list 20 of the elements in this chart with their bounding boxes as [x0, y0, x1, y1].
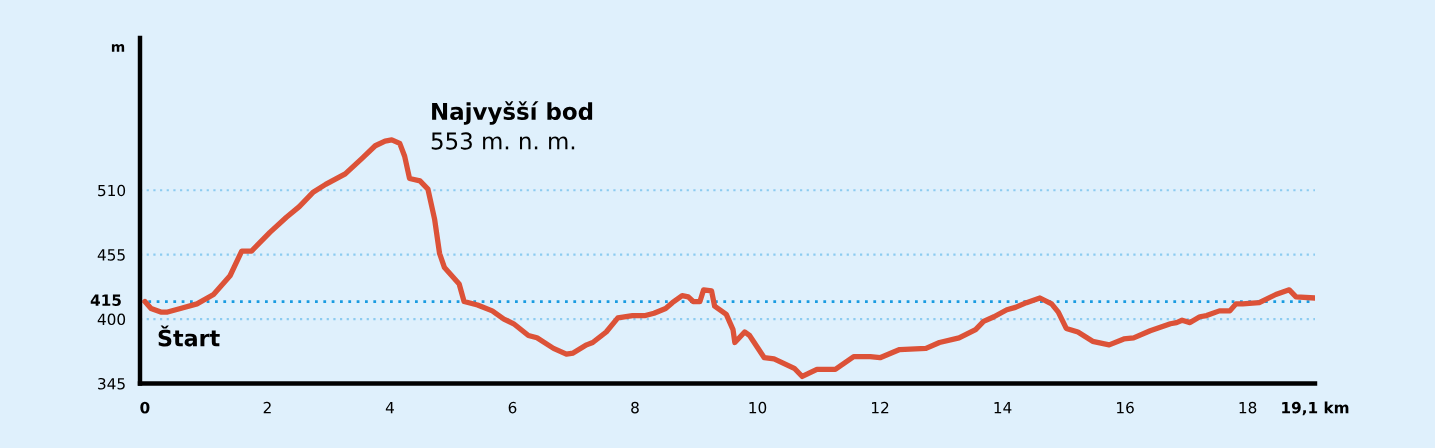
x-tick-label: 14	[994, 402, 1012, 414]
annotation: Štart	[158, 325, 220, 347]
annotation: 553 m. n. m.	[431, 132, 575, 150]
ref-line-label: 415	[90, 294, 121, 306]
annotation: Najvyšší bod	[432, 101, 593, 125]
x-tick-label: 8	[631, 401, 639, 414]
y-tick-label: 510	[98, 184, 126, 197]
x-tick-label: 19,1 km	[1282, 401, 1349, 416]
x-tick-label: 18	[1239, 401, 1257, 414]
x-tick-label: 16	[1117, 401, 1134, 414]
y-tick-label: 345	[98, 377, 125, 390]
x-tick-label: 10	[749, 401, 767, 414]
y-axis-title: m	[111, 44, 125, 52]
x-tick-label: 4	[385, 402, 394, 414]
x-tick-label: 6	[508, 401, 517, 414]
y-tick-label: 400	[97, 313, 126, 326]
x-tick-label: 12	[872, 401, 889, 414]
x-tick-label: 0	[140, 401, 150, 414]
y-tick-label: 455	[97, 249, 125, 261]
x-tick-label: 2	[263, 401, 271, 414]
